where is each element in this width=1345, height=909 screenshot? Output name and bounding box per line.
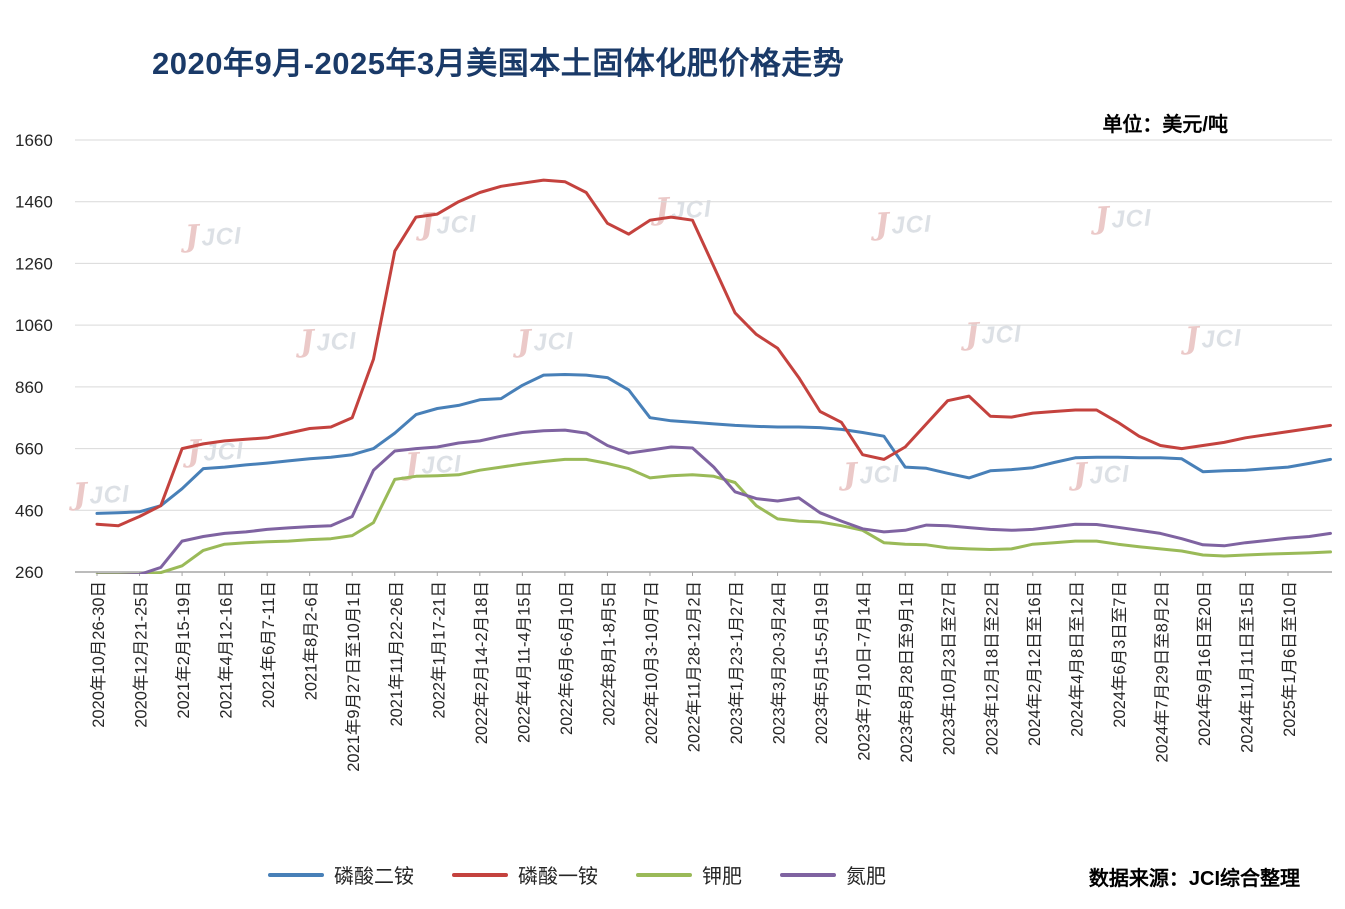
x-axis-label: 2024年9月16日至20日 (1195, 581, 1214, 746)
y-axis-label: 260 (15, 563, 43, 582)
x-axis-label: 2022年11月28-12月2日 (685, 581, 704, 752)
x-axis-label: 2021年8月2-6日 (302, 581, 321, 700)
legend-item-nitrogen: 氮肥 (780, 860, 886, 889)
x-axis-label: 2023年5月15-5月19日 (812, 581, 831, 744)
x-axis-label: 2021年11月22-26日 (387, 581, 406, 727)
x-axis-label: 2023年8月28日至9月1日 (897, 581, 916, 763)
chart-title: 2020年9月-2025年3月美国本土固体化肥价格走势 (152, 46, 845, 81)
x-axis-label: 2022年4月11-4月15日 (514, 581, 533, 743)
legend-swatch-potash (636, 872, 692, 877)
y-axis-label: 1260 (15, 254, 53, 273)
x-axis-label: 2022年2月14-2月18日 (472, 581, 491, 744)
x-axis-label: 2021年9月27日至10月1日 (344, 581, 363, 772)
x-axis-label: 2025年1月6日至10日 (1280, 581, 1299, 737)
legend-swatch-map (452, 872, 508, 877)
y-axis-label: 1060 (15, 316, 53, 335)
x-axis-label: 2022年8月1-8月5日 (599, 581, 618, 726)
x-axis-label: 2023年1月23-1月27日 (727, 581, 746, 744)
x-axis-label: 2020年10月26-30日 (89, 581, 108, 728)
x-axis-label: 2022年10月3-10月7日 (642, 581, 661, 744)
series-line-map (95, 178, 1332, 528)
x-axis-label: 2024年11月11日至15日 (1237, 581, 1256, 753)
unit-label: 单位：美元/吨 (1102, 114, 1228, 136)
x-axis-label: 2024年4月8日至12日 (1067, 581, 1086, 737)
x-axis-label: 2022年6月6-6月10日 (557, 581, 576, 735)
series-line-potash (95, 457, 1332, 574)
x-axis-label: 2023年3月20-3月24日 (770, 581, 789, 744)
x-axis-label: 2021年6月7-11日 (259, 581, 278, 708)
legend-label: 氮肥 (846, 866, 886, 888)
chart-legend: 磷酸二铵 磷酸一铵 钾肥 氮肥 (268, 860, 886, 889)
legend-swatch-dap (268, 872, 324, 877)
y-axis-label: 460 (15, 501, 43, 520)
y-axis-label: 860 (15, 378, 43, 397)
x-axis-label: 2021年2月15-19日 (174, 581, 193, 719)
x-axis-label: 2024年7月29日至8月2日 (1152, 581, 1171, 763)
data-source-label: 数据来源：JCI综合整理 (1088, 868, 1300, 890)
legend-item-map: 磷酸一铵 (452, 860, 598, 889)
series-line-dap (95, 373, 1332, 515)
legend-swatch-nitrogen (780, 872, 836, 877)
y-axis-label: 1660 (15, 131, 53, 150)
legend-label: 磷酸一铵 (518, 866, 598, 888)
x-axis-label: 2021年4月12-16日 (217, 581, 236, 719)
x-axis-label: 2024年2月12日至16日 (1025, 581, 1044, 746)
y-axis-label: 660 (15, 440, 43, 459)
legend-item-dap: 磷酸二铵 (268, 860, 414, 889)
x-axis-label: 2024年6月3日至7日 (1110, 581, 1129, 728)
legend-item-potash: 钾肥 (636, 860, 742, 889)
x-axis-label: 2023年7月10日-7月14日 (855, 581, 874, 761)
legend-label: 磷酸二铵 (334, 866, 414, 888)
series-line-nitrogen (95, 428, 1332, 574)
y-axis-label: 1460 (15, 193, 53, 212)
x-axis-label: 2020年12月21-25日 (132, 581, 151, 728)
x-axis-label: 2023年10月23日至27日 (940, 581, 959, 755)
x-axis-label: 2023年12月18日至22日 (982, 581, 1001, 755)
legend-label: 钾肥 (702, 866, 742, 888)
x-axis-label: 2022年1月17-21日 (429, 581, 448, 719)
price-line-chart: 260 460 660 860 1060 1260 1460 1660 2020年10月26-3… (15, 131, 1332, 772)
